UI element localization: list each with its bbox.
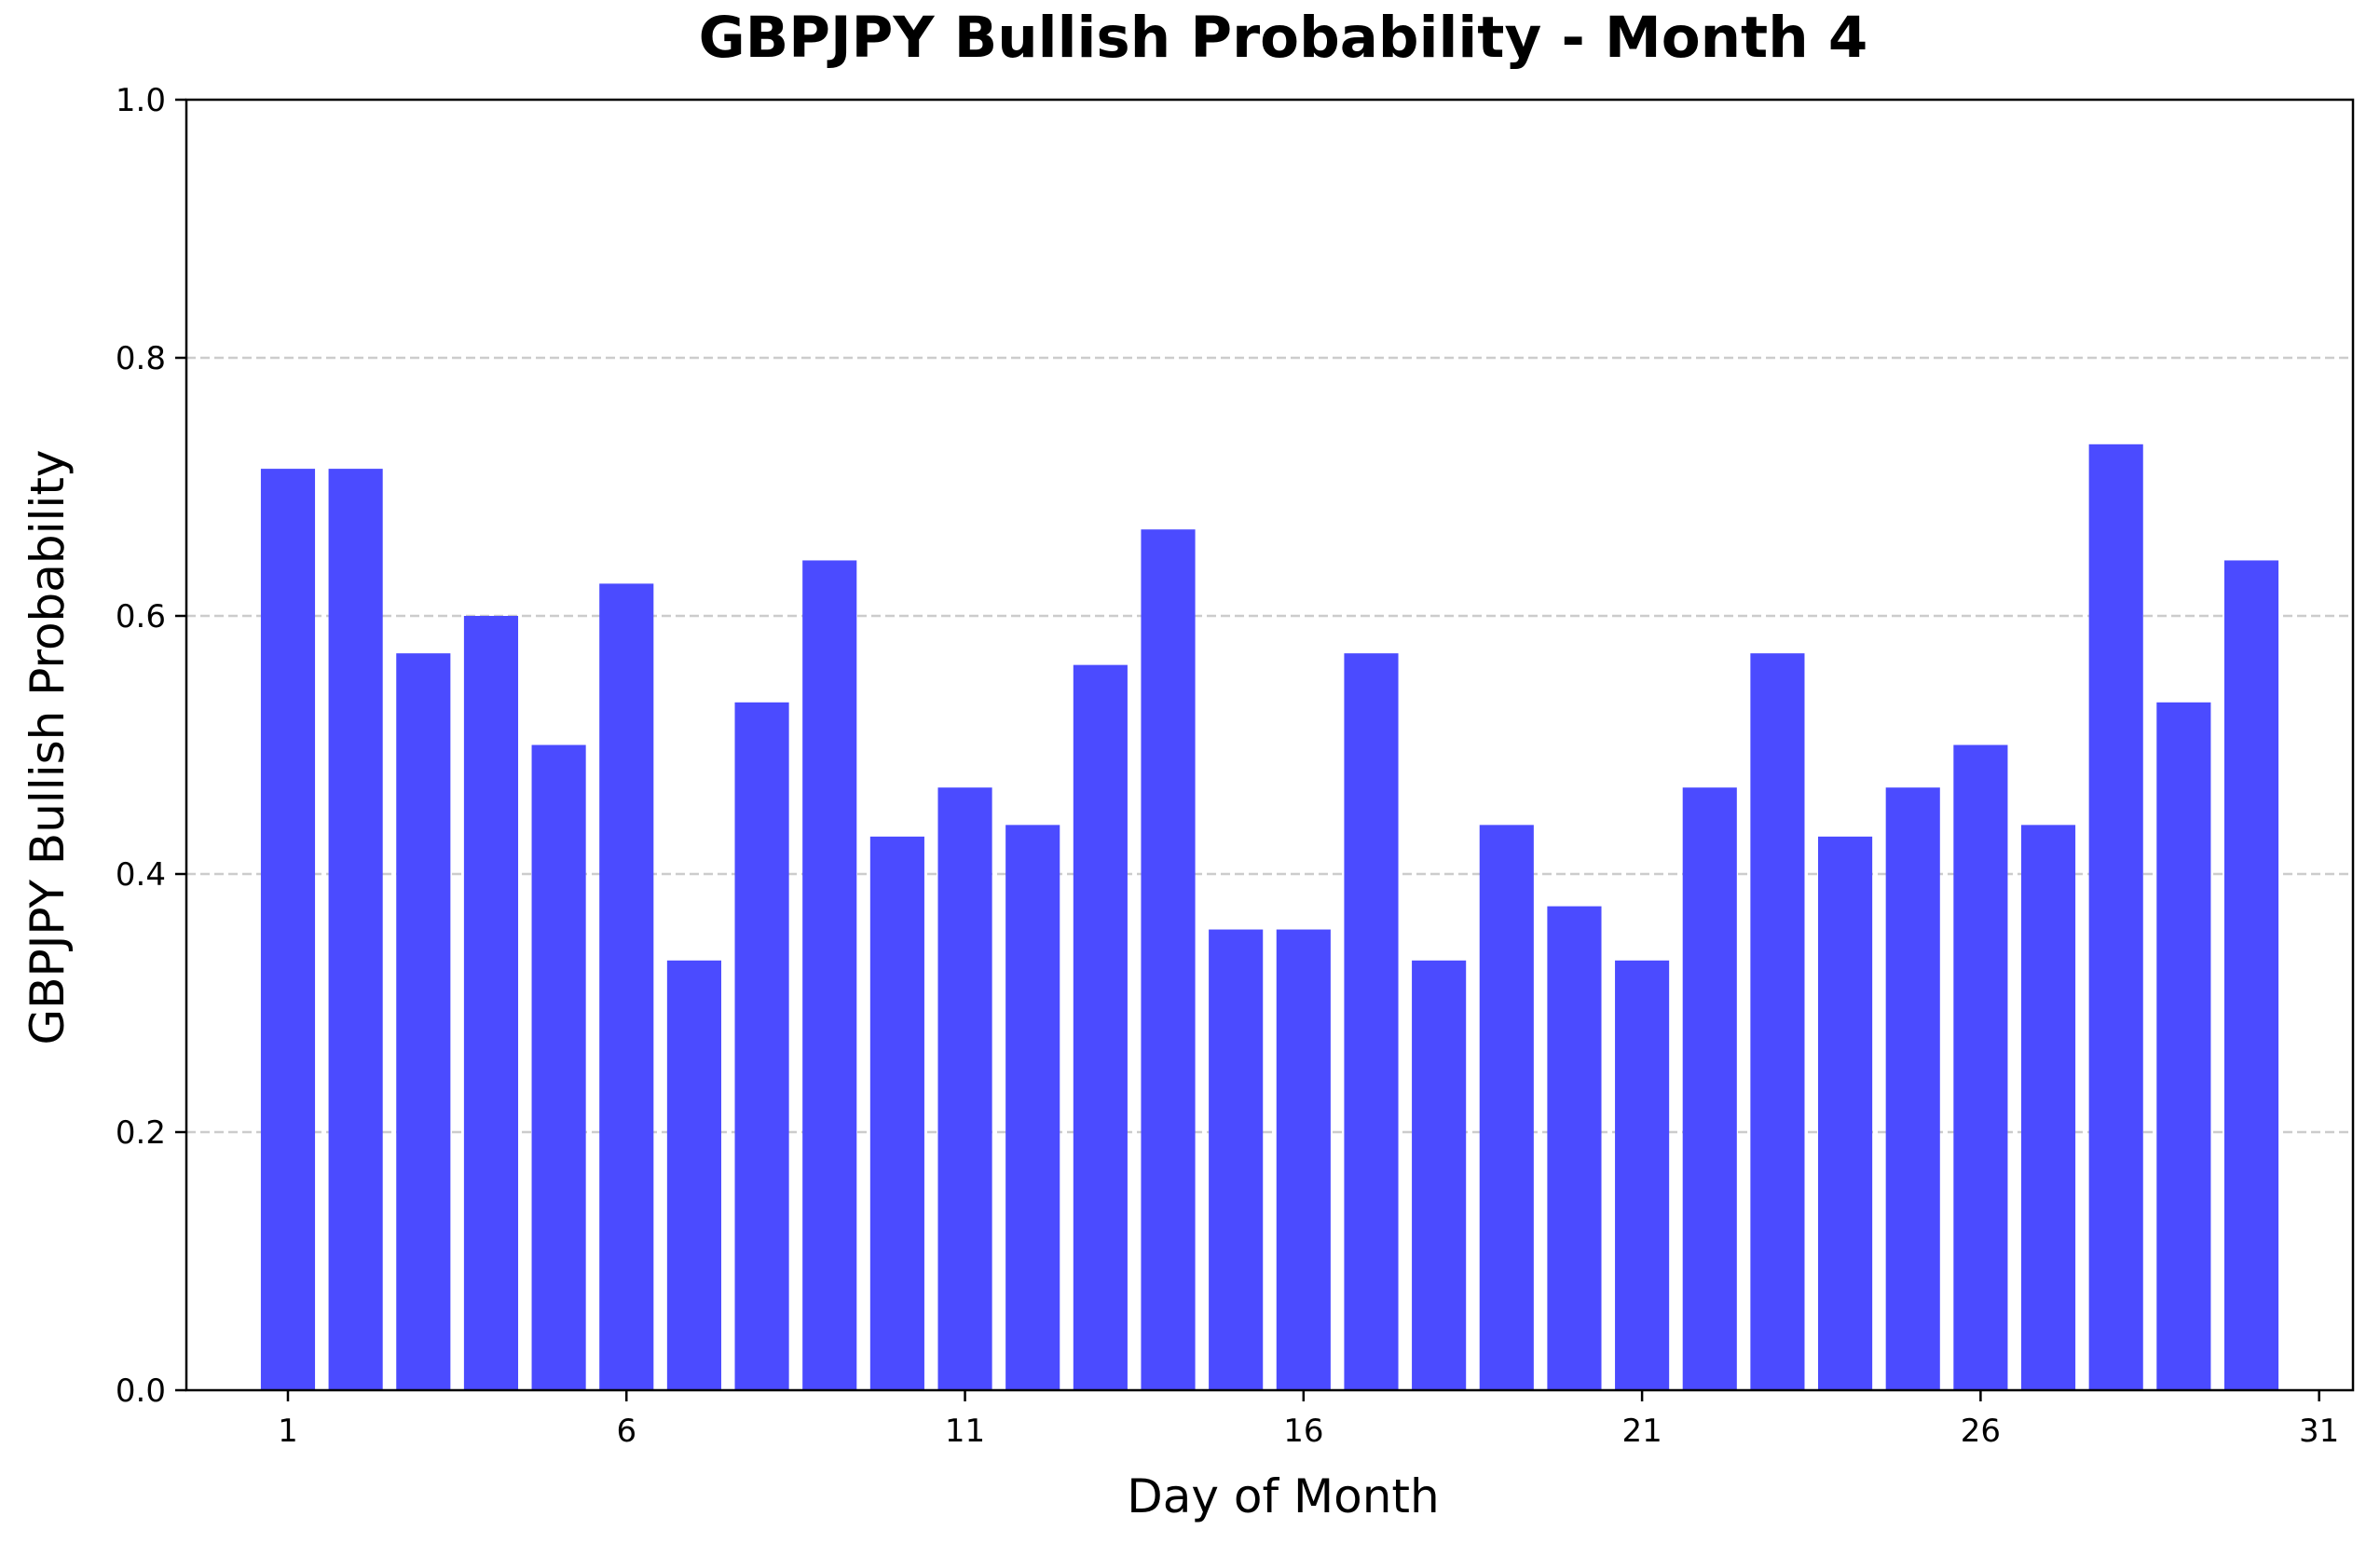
bar-day-30 (2223, 560, 2279, 1390)
bar-day-16 (1276, 929, 1331, 1390)
y-tick-label: 0.6 (116, 598, 166, 635)
y-axis-label: GBPJPY Bullish Probability (21, 449, 75, 1045)
bar-day-15 (1209, 929, 1264, 1390)
bar-day-11 (937, 787, 992, 1390)
bar-day-18 (1412, 960, 1467, 1390)
chart-title: GBPJPY Bullish Probability - Month 4 (699, 5, 1868, 71)
y-tick-label: 1.0 (116, 82, 166, 119)
bar-day-23 (1750, 653, 1805, 1390)
bar-day-9 (802, 560, 857, 1390)
bar-day-29 (2156, 702, 2211, 1390)
ticks-layer: 0.00.20.40.60.81.01 6 11 16 21 26 31 (116, 82, 2339, 1450)
x-tick-label: 1 (278, 1413, 298, 1450)
x-axis-label: Day of Month (1127, 1469, 1439, 1523)
bar-day-28 (2088, 444, 2143, 1390)
bar-day-25 (1885, 787, 1940, 1390)
bar-day-2 (328, 469, 383, 1390)
y-tick-label: 0.0 (116, 1373, 166, 1410)
bar-day-14 (1141, 529, 1196, 1390)
bar-day-13 (1073, 664, 1128, 1390)
bar-day-17 (1344, 653, 1399, 1390)
bar-day-21 (1615, 960, 1670, 1390)
x-tick-label: 6 (616, 1413, 636, 1450)
x-tick-label: 11 (945, 1413, 985, 1450)
bar-day-24 (1818, 836, 1873, 1390)
bar-day-26 (1953, 744, 2008, 1390)
x-tick-label: 16 (1283, 1413, 1323, 1450)
bar-day-3 (396, 653, 451, 1390)
bar-day-5 (531, 744, 586, 1390)
bar-day-10 (869, 836, 924, 1390)
bars-layer (260, 444, 2279, 1390)
bar-day-8 (734, 702, 789, 1390)
bar-day-1 (260, 469, 316, 1390)
bar-day-19 (1479, 825, 1534, 1390)
bar-day-12 (1005, 825, 1060, 1390)
bar-day-6 (599, 583, 654, 1390)
x-tick-label: 21 (1621, 1413, 1662, 1450)
bar-day-22 (1682, 787, 1737, 1390)
y-tick-label: 0.8 (116, 340, 166, 377)
x-tick-label: 31 (2299, 1413, 2339, 1450)
y-tick-label: 0.2 (116, 1114, 166, 1152)
axes-layer (185, 98, 2355, 1392)
x-tick-label: 26 (1961, 1413, 2001, 1450)
plot-frame (185, 98, 2355, 1392)
y-tick-label: 0.4 (116, 856, 166, 894)
bar-day-27 (2020, 825, 2076, 1390)
bar-day-20 (1547, 906, 1602, 1390)
bar-day-7 (666, 960, 721, 1390)
bar-day-4 (463, 616, 519, 1390)
